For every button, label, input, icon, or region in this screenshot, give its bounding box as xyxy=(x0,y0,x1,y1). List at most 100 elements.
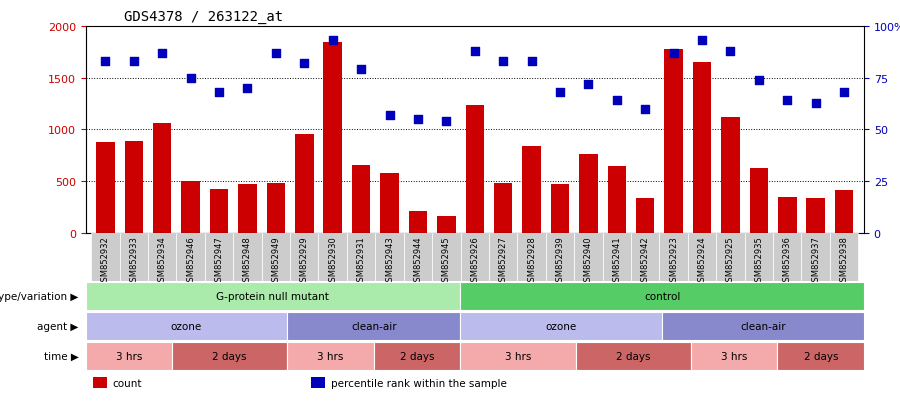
Text: 3 hrs: 3 hrs xyxy=(318,351,344,361)
Text: GSM852946: GSM852946 xyxy=(186,236,195,286)
Text: GSM852934: GSM852934 xyxy=(158,236,166,286)
Point xyxy=(269,50,284,57)
Bar xyxy=(551,185,569,233)
Point xyxy=(609,98,624,104)
Text: GSM852949: GSM852949 xyxy=(272,236,281,286)
Text: GSM852926: GSM852926 xyxy=(471,236,480,286)
Text: GSM852936: GSM852936 xyxy=(783,236,792,287)
Point xyxy=(212,90,226,96)
Text: GSM852933: GSM852933 xyxy=(130,236,139,287)
Text: count: count xyxy=(112,378,142,388)
Bar xyxy=(522,147,541,233)
Bar xyxy=(721,118,740,233)
FancyBboxPatch shape xyxy=(773,233,802,281)
Text: GSM852942: GSM852942 xyxy=(641,236,650,286)
Point xyxy=(297,61,311,67)
FancyBboxPatch shape xyxy=(262,233,290,281)
Bar xyxy=(153,124,171,233)
FancyBboxPatch shape xyxy=(148,233,176,281)
Text: GSM852940: GSM852940 xyxy=(584,236,593,286)
Bar xyxy=(182,182,200,233)
Bar xyxy=(238,185,256,233)
Point xyxy=(525,59,539,65)
Bar xyxy=(778,197,796,233)
Text: GSM852927: GSM852927 xyxy=(499,236,508,286)
Text: clean-air: clean-air xyxy=(741,321,786,331)
Bar xyxy=(693,63,711,233)
Bar xyxy=(210,190,229,233)
Point xyxy=(155,50,169,57)
Text: agent ▶: agent ▶ xyxy=(37,321,78,331)
FancyBboxPatch shape xyxy=(290,233,319,281)
FancyBboxPatch shape xyxy=(518,233,545,281)
Point xyxy=(581,81,596,88)
Bar xyxy=(124,141,143,233)
FancyBboxPatch shape xyxy=(631,233,660,281)
Point xyxy=(468,48,482,55)
Point xyxy=(695,38,709,45)
Text: G-protein null mutant: G-protein null mutant xyxy=(217,292,329,301)
Text: 2 days: 2 days xyxy=(400,351,435,361)
Point xyxy=(808,100,823,107)
FancyBboxPatch shape xyxy=(744,233,773,281)
Point xyxy=(354,67,368,74)
Bar xyxy=(94,377,107,388)
FancyBboxPatch shape xyxy=(432,233,461,281)
Text: GSM852938: GSM852938 xyxy=(840,236,849,287)
Text: GSM852925: GSM852925 xyxy=(726,236,735,286)
Point xyxy=(326,38,340,45)
Bar xyxy=(494,184,512,233)
Bar xyxy=(311,377,325,388)
FancyBboxPatch shape xyxy=(716,233,744,281)
Text: genotype/variation ▶: genotype/variation ▶ xyxy=(0,292,78,301)
FancyBboxPatch shape xyxy=(461,233,489,281)
FancyBboxPatch shape xyxy=(319,233,346,281)
Text: percentile rank within the sample: percentile rank within the sample xyxy=(330,378,507,388)
Text: GSM852935: GSM852935 xyxy=(754,236,763,286)
Point xyxy=(382,112,397,119)
Bar xyxy=(381,173,399,233)
Text: 2 days: 2 days xyxy=(212,351,247,361)
Text: GSM852930: GSM852930 xyxy=(328,236,338,286)
Text: GDS4378 / 263122_at: GDS4378 / 263122_at xyxy=(124,10,284,24)
FancyBboxPatch shape xyxy=(802,233,830,281)
Text: 3 hrs: 3 hrs xyxy=(505,351,531,361)
Bar xyxy=(295,134,313,233)
Bar xyxy=(323,43,342,233)
Text: GSM852928: GSM852928 xyxy=(527,236,536,286)
Text: 3 hrs: 3 hrs xyxy=(721,351,747,361)
Bar xyxy=(608,166,626,233)
Text: GSM852929: GSM852929 xyxy=(300,236,309,286)
Text: clean-air: clean-air xyxy=(351,321,397,331)
FancyBboxPatch shape xyxy=(660,233,688,281)
Text: GSM852931: GSM852931 xyxy=(356,236,365,286)
Text: 2 days: 2 days xyxy=(804,351,838,361)
Bar xyxy=(266,184,285,233)
Text: GSM852941: GSM852941 xyxy=(612,236,621,286)
Bar xyxy=(664,50,683,233)
FancyBboxPatch shape xyxy=(233,233,262,281)
Point xyxy=(638,106,652,113)
Bar xyxy=(352,165,370,233)
Point xyxy=(127,59,141,65)
Text: GSM852923: GSM852923 xyxy=(669,236,678,286)
Point xyxy=(439,119,454,125)
Text: GSM852944: GSM852944 xyxy=(413,236,422,286)
Point xyxy=(724,48,738,55)
FancyBboxPatch shape xyxy=(603,233,631,281)
FancyBboxPatch shape xyxy=(120,233,148,281)
Text: control: control xyxy=(644,292,680,301)
Bar xyxy=(750,169,768,233)
Text: GSM852945: GSM852945 xyxy=(442,236,451,286)
Text: 3 hrs: 3 hrs xyxy=(115,351,142,361)
FancyBboxPatch shape xyxy=(205,233,233,281)
Bar xyxy=(806,198,825,233)
Bar xyxy=(409,211,428,233)
FancyBboxPatch shape xyxy=(375,233,404,281)
Point xyxy=(553,90,567,96)
Point xyxy=(752,77,766,84)
Bar xyxy=(580,155,598,233)
Point xyxy=(666,50,680,57)
Point xyxy=(496,59,510,65)
Text: GSM852943: GSM852943 xyxy=(385,236,394,286)
